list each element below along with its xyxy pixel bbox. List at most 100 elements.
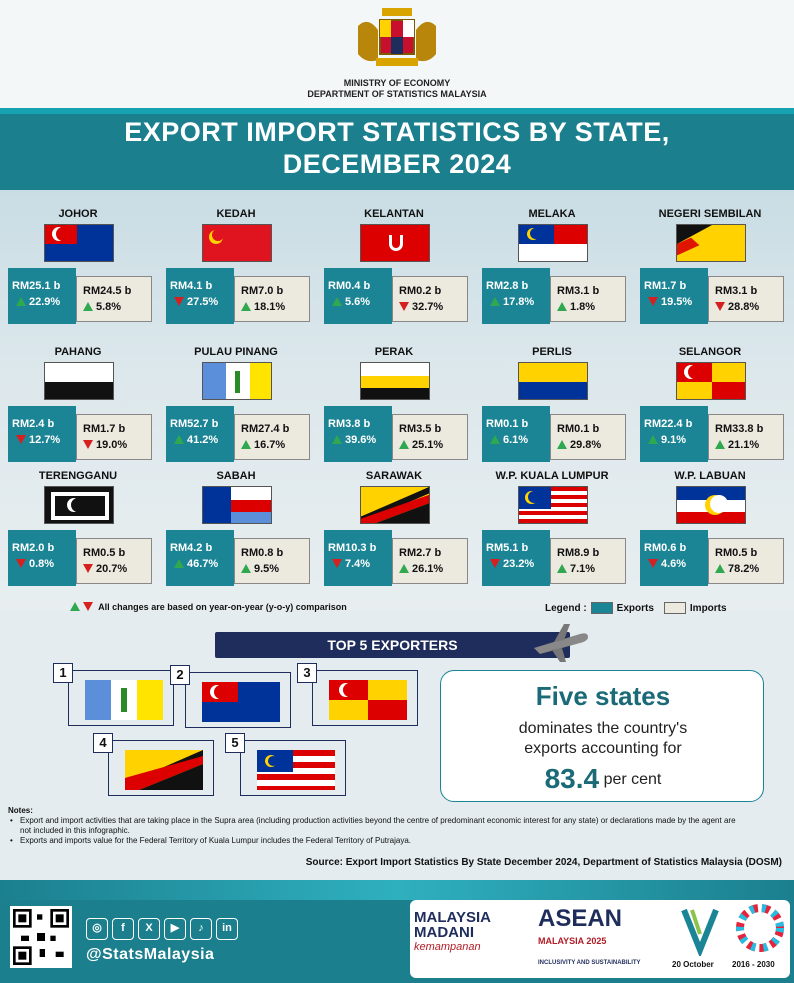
- exports-box: RM4.1 b 27.5%: [166, 268, 234, 324]
- department-name: DEPARTMENT OF STATISTICS MALAYSIA: [307, 89, 487, 99]
- imports-box: RM0.1 b 29.8%: [550, 414, 626, 460]
- youtube-icon[interactable]: ▶: [164, 918, 186, 940]
- exports-change: 7.4%: [345, 558, 371, 570]
- imports-value: RM8.9 b: [557, 547, 600, 559]
- state-card: PULAU PINANG RM52.7 b 41.2% RM27.4 b 16.7%: [166, 346, 316, 466]
- yoy-note: All changes are based on year-on-year (y…: [70, 602, 347, 612]
- exports-value: RM10.3 b: [328, 542, 377, 554]
- increase-arrow-icon: [16, 297, 26, 306]
- imports-box: RM3.5 b 25.1%: [392, 414, 468, 460]
- note-item: Exports and imports value for the Federa…: [8, 836, 748, 846]
- state-name: KELANTAN: [364, 208, 424, 220]
- exports-value: RM3.8 b: [328, 418, 371, 430]
- exports-change: 6.1%: [503, 434, 529, 446]
- increase-arrow-icon: [174, 559, 184, 568]
- exports-change: 9.1%: [661, 434, 687, 446]
- imports-change: 7.1%: [570, 563, 596, 575]
- increase-arrow-icon: [490, 297, 500, 306]
- state-flag: [676, 486, 746, 524]
- ministry-name: MINISTRY OF ECONOMY: [343, 78, 451, 88]
- imports-box: RM1.7 b 19.0%: [76, 414, 152, 460]
- state-flag: [518, 362, 588, 400]
- decrease-arrow-icon: [648, 297, 658, 306]
- decrease-arrow-icon: [16, 559, 26, 568]
- state-flag: [360, 362, 430, 400]
- increase-arrow-icon: [83, 302, 93, 311]
- decrease-arrow-icon: [83, 564, 93, 573]
- increase-arrow-icon: [648, 435, 658, 444]
- decrease-arrow-icon: [399, 302, 409, 311]
- imports-change: 20.7%: [96, 563, 128, 575]
- state-flag: [518, 486, 588, 524]
- footer: [0, 880, 794, 983]
- decrease-arrow-icon: [174, 297, 184, 306]
- decrease-arrow-icon: [332, 559, 342, 568]
- exports-change: 19.5%: [661, 296, 693, 308]
- exports-value: RM0.4 b: [328, 280, 371, 292]
- x-icon[interactable]: X: [138, 918, 160, 940]
- increase-arrow-icon: [715, 564, 725, 573]
- linkedin-icon[interactable]: in: [216, 918, 238, 940]
- exports-box: RM1.7 b 19.5%: [640, 268, 708, 324]
- state-card: SARAWAK RM10.3 b 7.4% RM2.7 b 26.1%: [324, 470, 474, 590]
- tiktok-icon[interactable]: ♪: [190, 918, 212, 940]
- state-name: PULAU PINANG: [194, 346, 278, 358]
- exports-value: RM22.4 b: [644, 418, 693, 430]
- imports-box: RM0.2 b 32.7%: [392, 276, 468, 322]
- legend: Legend : Exports Imports: [545, 602, 727, 614]
- legend-exports-label: Exports: [616, 602, 654, 614]
- imports-change: 28.8%: [728, 301, 760, 313]
- state-name: SABAH: [216, 470, 256, 482]
- exports-change: 27.5%: [187, 296, 219, 308]
- exports-value: RM0.6 b: [644, 542, 687, 554]
- state-name: W.P. LABUAN: [674, 470, 746, 482]
- state-card: SABAH RM4.2 b 46.7% RM0.8 b 9.5%: [166, 470, 316, 590]
- exports-value: RM4.1 b: [170, 280, 213, 292]
- instagram-icon[interactable]: ◎: [86, 918, 108, 940]
- state-name: PERAK: [374, 346, 414, 358]
- state-name: PAHANG: [54, 346, 102, 358]
- exports-change: 41.2%: [187, 434, 219, 446]
- state-card: PAHANG RM2.4 b 12.7% RM1.7 b 19.0%: [8, 346, 158, 466]
- callout-line-2: exports accounting for: [524, 740, 682, 757]
- state-card: NEGERI SEMBILAN RM1.7 b 19.5% RM3.1 b 28.8%: [640, 208, 790, 328]
- increase-arrow-icon: [399, 440, 409, 449]
- imports-box: RM33.8 b 21.1%: [708, 414, 784, 460]
- imports-box: RM8.9 b 7.1%: [550, 538, 626, 584]
- exports-value: RM4.2 b: [170, 542, 213, 554]
- imports-box: RM24.5 b 5.8%: [76, 276, 152, 322]
- social-handle[interactable]: @StatsMalaysia: [86, 946, 215, 963]
- qr-code-icon[interactable]: [10, 906, 72, 968]
- state-name: JOHOR: [58, 208, 98, 220]
- top5-title: TOP 5 EXPORTERS: [215, 632, 570, 658]
- title-band: [0, 108, 794, 190]
- increase-arrow-icon: [241, 440, 251, 449]
- imports-value: RM3.1 b: [715, 285, 758, 297]
- exports-box: RM5.1 b 23.2%: [482, 530, 550, 586]
- exports-value: RM25.1 b: [12, 280, 61, 292]
- state-flag: [202, 486, 272, 524]
- exports-value: RM0.1 b: [486, 418, 529, 430]
- exports-change: 4.6%: [661, 558, 687, 570]
- flag-kuala-lumpur: [257, 750, 335, 790]
- exports-box: RM3.8 b 39.6%: [324, 406, 392, 462]
- exports-value: RM1.7 b: [644, 280, 687, 292]
- facebook-icon[interactable]: f: [112, 918, 134, 940]
- state-name: PERLIS: [532, 346, 572, 358]
- increase-arrow-icon: [70, 602, 80, 611]
- state-name: W.P. KUALA LUMPUR: [495, 470, 609, 482]
- exports-change: 12.7%: [29, 434, 61, 446]
- note-item: Export and import activities that are ta…: [8, 816, 748, 836]
- state-flag: [202, 224, 272, 262]
- asean-logo: ASEAN MALAYSIA 2025 INCLUSIVITY AND SUST…: [538, 905, 641, 967]
- imports-value: RM0.1 b: [557, 423, 600, 435]
- imports-box: RM0.5 b 20.7%: [76, 538, 152, 584]
- state-card: W.P. LABUAN RM0.6 b 4.6% RM0.5 b 78.2%: [640, 470, 790, 590]
- imports-change: 18.1%: [254, 301, 286, 313]
- imports-value: RM33.8 b: [715, 423, 764, 435]
- flag-sarawak: [125, 750, 203, 790]
- imports-change: 9.5%: [254, 563, 280, 575]
- state-card: TERENGGANU RM2.0 b 0.8% RM0.5 b 20.7%: [8, 470, 158, 590]
- exports-value: RM2.4 b: [12, 418, 55, 430]
- state-name: SELANGOR: [678, 346, 742, 358]
